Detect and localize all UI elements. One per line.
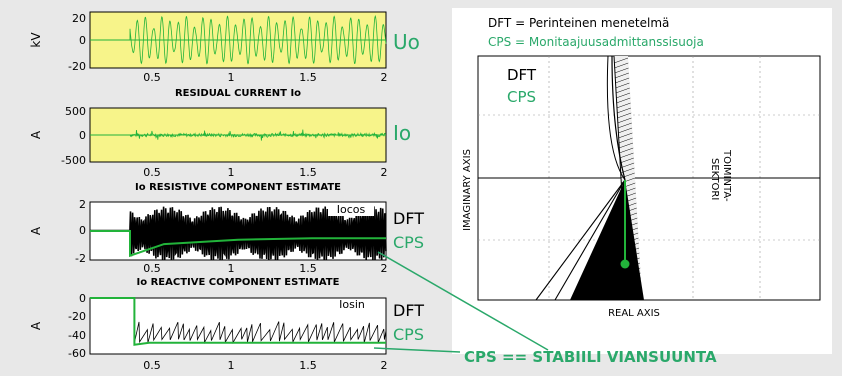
hatch-mark xyxy=(614,72,629,79)
hatch-mark xyxy=(619,152,634,159)
panel-uo-xtick-3: 2 xyxy=(381,71,388,84)
panel-iocos-dft-signal xyxy=(129,206,387,261)
panel-io-xtick-2: 1.5 xyxy=(299,166,317,179)
panel-uo-xlabel: RESIDUAL CURRENT Io xyxy=(175,88,301,99)
panel-iosin-ytick-1: -20 xyxy=(68,310,86,323)
hatch-mark xyxy=(617,112,632,119)
panel-uo-ytick-bottom: -20 xyxy=(68,60,86,73)
panel-uo-xtick-0: 0.5 xyxy=(143,71,161,84)
panel-iosin-ytick-3: -60 xyxy=(68,347,86,360)
hatch-mark xyxy=(619,157,634,164)
imaginary-axis-label: IMAGINARY AXIS xyxy=(462,149,473,231)
hatch-mark xyxy=(619,147,634,154)
panel-iocos-ytick-top: 2 xyxy=(79,198,86,211)
panel-io-xtick-0: 0.5 xyxy=(143,166,161,179)
panel-iocos-ytick-bottom: -2 xyxy=(75,252,86,265)
callout-leader-2 xyxy=(373,347,461,353)
conclusion-callout: CPS == STABIILI VIANSUUNTA xyxy=(373,251,717,366)
hatch-mark xyxy=(615,77,630,84)
complex-plane-legend-cps: CPS xyxy=(507,88,536,106)
panel-iosin-annotation: Iosin xyxy=(339,298,365,311)
panel-iocos-xtick-1: 1 xyxy=(228,262,235,275)
hatch-mark xyxy=(616,102,631,109)
hatch-mark xyxy=(617,122,632,129)
dft-trajectory-curve-1 xyxy=(611,55,626,181)
panel-iocos-xtick-0: 0.5 xyxy=(143,262,161,275)
conclusion-text: CPS == STABIILI VIANSUUNTA xyxy=(464,348,717,366)
panel-io-ylabel: A xyxy=(29,130,43,139)
panel-uo-ylabel: kV xyxy=(29,32,43,48)
legend-cps-line: CPS = Monitaajuusadmittanssisuoja xyxy=(488,35,704,49)
dft-side-label-1: DFT xyxy=(393,209,424,228)
hatch-mark xyxy=(615,82,630,89)
panel-io-ytick-mid: 0 xyxy=(79,129,86,142)
sector-label-line-2: SEKTORI xyxy=(709,158,720,200)
panel-uo-xtick-2: 1.5 xyxy=(299,71,317,84)
panel-uo: kV 20 0 -20 0.5 1 1.5 2 RESIDUAL CURRENT… xyxy=(29,11,420,99)
panel-iocos-annotation: Iocos xyxy=(337,203,366,216)
panel-uo-xtick-1: 1 xyxy=(228,71,235,84)
hatch-mark xyxy=(614,67,629,74)
panel-iosin-xtick-2: 1.5 xyxy=(299,359,317,372)
callout-leader-1 xyxy=(377,251,549,351)
cps-trajectory-point xyxy=(620,259,630,269)
panel-io-signal xyxy=(90,129,386,141)
panel-io-xlabel: Io RESISTIVE COMPONENT ESTIMATE xyxy=(135,182,341,193)
panel-uo-signal xyxy=(90,15,387,65)
hatch-mark xyxy=(616,97,631,104)
uo-side-label: Uo xyxy=(393,30,420,54)
panel-io: A 500 0 -500 0.5 1 1.5 2 Io RESISTIVE CO… xyxy=(29,105,411,193)
panel-iocos-ylabel: A xyxy=(29,226,43,235)
panel-iocos-ytick-mid: 0 xyxy=(79,224,86,237)
hatch-mark xyxy=(617,127,633,134)
panel-iocos-xtick-2: 1.5 xyxy=(299,262,317,275)
hatch-mark xyxy=(616,107,632,114)
panel-iosin-ylabel: A xyxy=(29,321,43,330)
panel-iocos-xtick-3: 2 xyxy=(381,262,388,275)
cps-side-label-2: CPS xyxy=(393,325,424,344)
panel-io-xtick-3: 2 xyxy=(381,166,388,179)
panel-iosin-ytick-0: 0 xyxy=(79,292,86,305)
hatch-mark xyxy=(618,132,633,139)
dft-trajectory-line-3 xyxy=(609,179,626,301)
panel-iocos: Iocos A 2 0 -2 0.5 1 1.5 2 Io REACTIVE C… xyxy=(29,198,424,288)
cps-side-label-1: CPS xyxy=(393,233,424,252)
panel-iosin: Iosin A 0 -20 -40 -60 0.5 1 1.5 2 DFT CP… xyxy=(29,292,424,372)
dft-trajectory-line-2 xyxy=(554,179,626,301)
complex-plane-legend-dft: DFT xyxy=(507,66,537,84)
panel-iocos-dft-trace xyxy=(129,206,387,261)
panel-iocos-cps-signal xyxy=(90,230,386,258)
panel-complex-plane: DFT = Perinteinen menetelmä CPS = Monita… xyxy=(452,8,832,354)
legend-dft-line: DFT = Perinteinen menetelmä xyxy=(488,16,669,30)
panel-iocos-xlabel: Io REACTIVE COMPONENT ESTIMATE xyxy=(137,277,340,288)
panel-iocos-annotation-bg xyxy=(328,203,374,216)
panel-io-xtick-1: 1 xyxy=(228,166,235,179)
hatch-mark xyxy=(618,137,633,144)
panel-iosin-xtick-3: 2 xyxy=(381,359,388,372)
panel-iosin-xtick-1: 1 xyxy=(228,359,235,372)
hatch-mark xyxy=(614,62,629,69)
panel-uo-ytick-top: 20 xyxy=(72,12,86,25)
hatch-mark xyxy=(615,92,631,99)
panel-iosin-dft-signal xyxy=(90,297,387,344)
panel-iosin-ytick-2: -40 xyxy=(68,329,86,342)
hatch-mark xyxy=(613,57,629,64)
panel-io-ytick-top: 500 xyxy=(65,105,86,118)
dft-trajectory-line-1 xyxy=(535,179,626,301)
panel-io-ytick-bottom: -500 xyxy=(61,154,86,167)
dft-side-label-2: DFT xyxy=(393,301,424,320)
hatch-mark xyxy=(615,87,630,94)
real-axis-label: REAL AXIS xyxy=(608,308,660,319)
panel-uo-ytick-mid: 0 xyxy=(79,34,86,47)
panel-iosin-xtick-0: 0.5 xyxy=(143,359,161,372)
dft-trajectory-curve-2 xyxy=(606,55,626,181)
io-side-label: Io xyxy=(393,121,411,145)
hatch-mark xyxy=(618,142,634,149)
panel-iosin-cps-signal xyxy=(90,297,386,346)
sector-label-line-1: TOIMINTA- xyxy=(721,149,732,202)
hatch-mark xyxy=(617,117,632,124)
